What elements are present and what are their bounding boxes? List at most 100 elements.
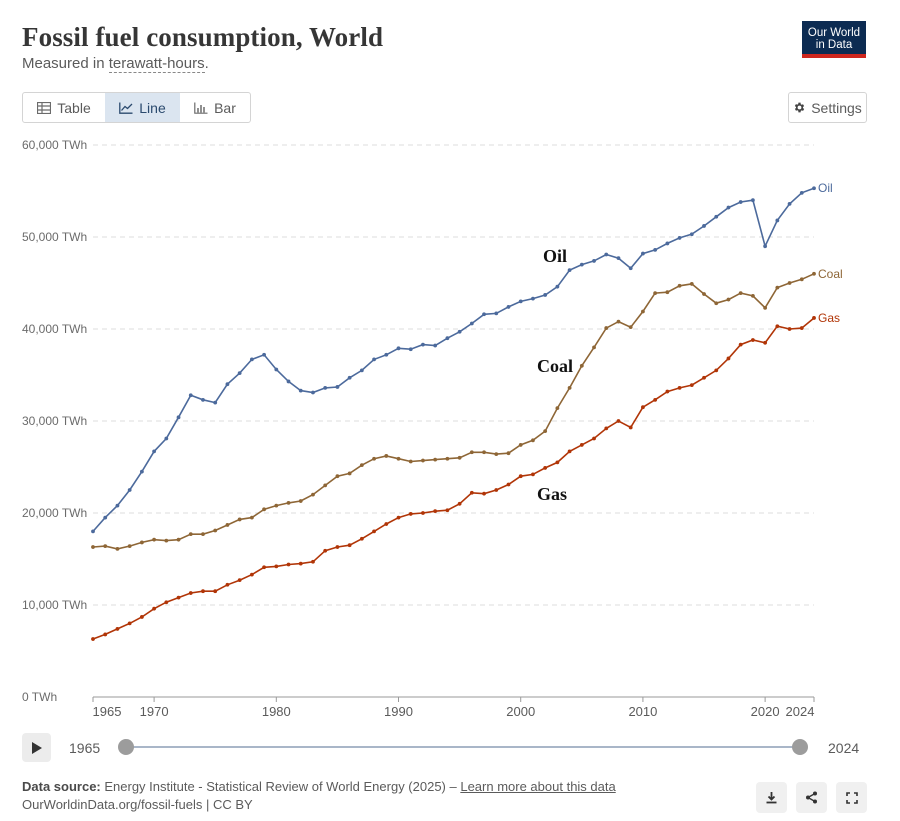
- data-point-gas[interactable]: [665, 389, 670, 394]
- play-button[interactable]: [22, 733, 51, 762]
- data-point-coal[interactable]: [726, 297, 731, 302]
- data-point-coal[interactable]: [628, 325, 633, 330]
- data-point-gas[interactable]: [335, 545, 340, 549]
- data-point-oil[interactable]: [482, 312, 486, 317]
- end-label-gas[interactable]: Gas: [818, 311, 840, 325]
- data-point-oil[interactable]: [775, 218, 780, 223]
- data-point-gas[interactable]: [689, 383, 694, 388]
- data-point-gas[interactable]: [518, 474, 523, 479]
- data-point-oil[interactable]: [543, 293, 548, 297]
- data-point-gas[interactable]: [201, 589, 205, 594]
- data-point-gas[interactable]: [91, 637, 95, 641]
- data-point-oil[interactable]: [421, 342, 425, 347]
- data-point-coal[interactable]: [103, 544, 108, 549]
- tab-table[interactable]: Table: [23, 93, 105, 122]
- data-point-coal[interactable]: [335, 474, 340, 479]
- data-point-gas[interactable]: [812, 316, 816, 320]
- data-point-gas[interactable]: [738, 342, 743, 347]
- data-point-gas[interactable]: [555, 460, 560, 465]
- end-label-coal[interactable]: Coal: [818, 267, 843, 281]
- data-point-oil[interactable]: [787, 201, 792, 206]
- data-point-coal[interactable]: [506, 451, 511, 456]
- data-point-oil[interactable]: [579, 262, 584, 267]
- data-point-coal[interactable]: [225, 523, 230, 527]
- data-point-gas[interactable]: [750, 338, 755, 342]
- data-point-gas[interactable]: [127, 621, 132, 626]
- end-label-oil[interactable]: Oil: [818, 181, 833, 195]
- data-point-coal[interactable]: [445, 456, 450, 461]
- data-point-oil[interactable]: [628, 266, 633, 271]
- data-point-oil[interactable]: [237, 371, 242, 376]
- data-point-coal[interactable]: [604, 326, 609, 330]
- data-point-coal[interactable]: [213, 528, 218, 533]
- data-point-oil[interactable]: [152, 449, 157, 454]
- data-point-oil[interactable]: [347, 375, 352, 380]
- share-button[interactable]: [796, 782, 827, 813]
- data-point-oil[interactable]: [372, 357, 376, 362]
- data-point-coal[interactable]: [298, 499, 303, 503]
- data-point-gas[interactable]: [787, 327, 792, 331]
- data-point-coal[interactable]: [494, 452, 499, 457]
- series-line-gas[interactable]: [92, 317, 815, 640]
- data-point-coal[interactable]: [555, 406, 560, 411]
- data-point-gas[interactable]: [799, 326, 804, 330]
- data-point-coal[interactable]: [579, 363, 584, 368]
- data-point-gas[interactable]: [176, 595, 181, 600]
- data-point-oil[interactable]: [103, 515, 108, 520]
- data-point-coal[interactable]: [359, 463, 364, 468]
- data-point-coal[interactable]: [543, 429, 548, 434]
- data-point-gas[interactable]: [152, 606, 157, 611]
- data-point-oil[interactable]: [445, 336, 450, 341]
- data-point-oil[interactable]: [286, 379, 291, 384]
- data-point-coal[interactable]: [738, 291, 743, 296]
- data-point-oil[interactable]: [323, 385, 328, 390]
- data-point-gas[interactable]: [347, 543, 352, 548]
- data-point-oil[interactable]: [677, 236, 682, 240]
- data-point-gas[interactable]: [653, 397, 658, 402]
- data-point-gas[interactable]: [641, 405, 645, 410]
- data-point-coal[interactable]: [469, 450, 474, 455]
- data-point-gas[interactable]: [726, 356, 731, 361]
- data-point-gas[interactable]: [274, 564, 279, 569]
- data-point-oil[interactable]: [506, 305, 511, 309]
- data-point-gas[interactable]: [592, 436, 596, 441]
- data-point-oil[interactable]: [213, 400, 218, 405]
- data-point-gas[interactable]: [543, 466, 548, 470]
- data-point-oil[interactable]: [262, 352, 266, 357]
- data-point-oil[interactable]: [433, 343, 438, 348]
- data-point-oil[interactable]: [738, 200, 743, 204]
- data-point-gas[interactable]: [237, 578, 242, 583]
- data-point-oil[interactable]: [359, 368, 364, 373]
- data-point-gas[interactable]: [103, 632, 108, 637]
- data-point-oil[interactable]: [384, 352, 389, 357]
- data-point-coal[interactable]: [201, 532, 205, 537]
- data-point-coal[interactable]: [139, 540, 144, 545]
- data-point-coal[interactable]: [653, 291, 658, 296]
- data-point-gas[interactable]: [372, 529, 376, 534]
- data-point-coal[interactable]: [372, 456, 376, 461]
- data-point-oil[interactable]: [592, 259, 596, 263]
- data-point-gas[interactable]: [188, 591, 193, 595]
- data-point-coal[interactable]: [518, 443, 523, 447]
- data-point-coal[interactable]: [408, 459, 413, 464]
- data-point-gas[interactable]: [628, 425, 633, 430]
- data-point-coal[interactable]: [384, 454, 389, 458]
- data-point-coal[interactable]: [433, 457, 438, 462]
- data-point-gas[interactable]: [311, 559, 315, 564]
- data-point-oil[interactable]: [750, 198, 755, 203]
- data-point-coal[interactable]: [164, 538, 169, 543]
- data-point-gas[interactable]: [616, 419, 621, 423]
- data-point-coal[interactable]: [775, 285, 780, 290]
- data-point-gas[interactable]: [714, 368, 719, 373]
- data-point-oil[interactable]: [641, 251, 645, 256]
- timeline-start-handle[interactable]: [118, 739, 134, 755]
- tab-line[interactable]: Line: [105, 93, 180, 122]
- data-point-gas[interactable]: [225, 582, 230, 587]
- data-point-oil[interactable]: [91, 529, 95, 534]
- data-point-oil[interactable]: [812, 186, 816, 191]
- data-point-gas[interactable]: [262, 565, 266, 570]
- settings-button[interactable]: Settings: [788, 92, 867, 123]
- data-point-gas[interactable]: [115, 627, 120, 631]
- data-point-oil[interactable]: [176, 415, 181, 420]
- timeline-track[interactable]: [126, 746, 800, 748]
